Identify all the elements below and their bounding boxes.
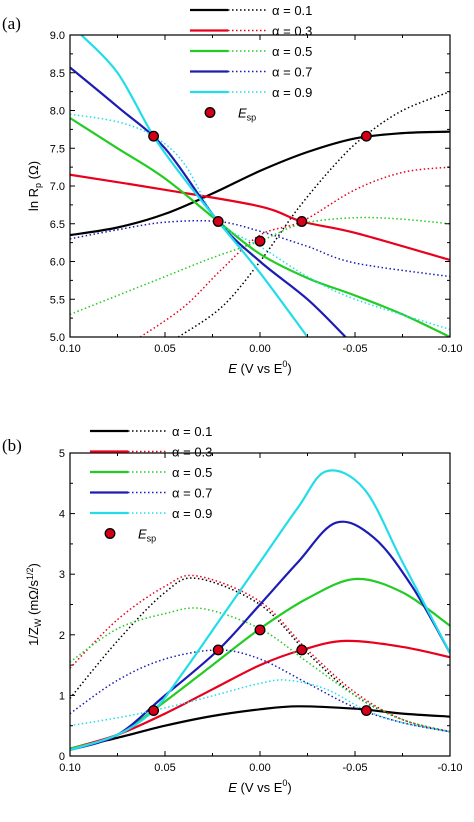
y-tick-label: 5 — [59, 448, 65, 460]
x-axis-label-sup: 0 — [282, 778, 287, 788]
legend-marker-entry: Esp — [138, 527, 156, 544]
esp-marker-4 — [360, 705, 372, 717]
esp-marker-4 — [360, 130, 372, 142]
series-3-dotted-line — [70, 649, 450, 733]
legend-entry-2: α = 0.5 — [172, 465, 212, 480]
legend-entry-0: α = 0.1 — [172, 424, 212, 439]
y-tick-label: 8.5 — [50, 68, 65, 80]
x-tick-label: -0.10 — [437, 343, 462, 355]
x-axis-label-text: (V vs E — [237, 780, 283, 795]
esp-marker-2 — [254, 235, 266, 247]
legend-entry-0: α = 0.1 — [272, 3, 312, 18]
y-axis-label-end: ) — [26, 563, 41, 567]
series-4-solid-line — [70, 469, 450, 751]
x-axis-label: E (V vs E0) — [228, 359, 292, 376]
y-axis-label-sup: 1/2 — [25, 567, 35, 580]
y-axis-label-sub: W — [33, 618, 43, 627]
esp-marker-3 — [296, 216, 308, 227]
y-axis-label-sub: p — [33, 183, 43, 188]
plot-area — [70, 469, 450, 751]
series-2-dotted-line — [70, 216, 450, 316]
y-axis-label: ln Rp (Ω) — [26, 161, 43, 211]
legend-entry-2: α = 0.5 — [272, 44, 312, 59]
series-0-dotted-line — [177, 90, 450, 337]
legend-marker-sub: sp — [247, 113, 257, 123]
legend-marker-entry: Esp — [238, 106, 256, 123]
legend-marker-swatch — [204, 107, 216, 118]
x-axis-label-sup: 0 — [282, 359, 287, 369]
series-4-dotted-line — [70, 679, 450, 733]
esp-marker-3 — [296, 644, 308, 656]
series-2-dotted-line — [70, 607, 450, 733]
series-1-solid-line — [70, 639, 450, 750]
y-axis-label-unit: (mΩ/s — [26, 579, 41, 618]
legend-entry-1: α = 0.3 — [272, 24, 312, 39]
panel-label: (b) — [2, 436, 22, 455]
y-tick-label: 6.5 — [50, 219, 65, 231]
y-axis-label: 1/ZW (mΩ/s1/2) — [25, 563, 43, 646]
x-tick-label: -0.10 — [437, 762, 462, 774]
y-tick-label: 7.0 — [50, 181, 65, 193]
y-tick-label: 4 — [59, 509, 65, 521]
y-tick-label: 5.5 — [50, 294, 65, 306]
plot-area — [70, 35, 450, 337]
y-tick-label: 6.0 — [50, 257, 65, 269]
y-tick-label: 5.0 — [50, 332, 65, 344]
y-axis-label-main: ln R — [26, 188, 41, 211]
legend-marker-var: E — [238, 106, 247, 121]
x-axis-label-end: ) — [287, 361, 291, 376]
esp-marker-0 — [148, 130, 160, 142]
y-tick-label: 0 — [59, 751, 65, 763]
y-tick-label: 8.0 — [50, 106, 65, 118]
y-tick-label: 3 — [59, 569, 65, 581]
series-0-solid-line — [70, 705, 450, 750]
legend: α = 0.1 α = 0.3 α = 0.5 α = 0.7 α = 0.9 Esp — [90, 424, 212, 544]
legend-entry-4: α = 0.9 — [272, 85, 312, 100]
legend-entry-3: α = 0.7 — [272, 65, 312, 80]
x-tick-label: -0.05 — [342, 343, 367, 355]
esp-marker-1 — [212, 216, 224, 227]
y-tick-label: 7.5 — [50, 143, 65, 155]
legend-marker-var: E — [138, 527, 147, 542]
y-tick-label: 2 — [59, 630, 65, 642]
series-3-solid-line — [70, 520, 450, 751]
panel-label: (a) — [2, 14, 21, 33]
y-axis-label-main: 1/Z — [26, 627, 41, 646]
legend-entry-1: α = 0.3 — [172, 445, 212, 460]
y-axis-label-unit: (Ω) — [26, 161, 41, 183]
x-axis-label-text: (V vs E — [237, 361, 283, 376]
y-tick-label: 9.0 — [50, 30, 65, 42]
panel-a: 0.10 0.05 0.00 -0.05 -0.10 5.0 5.5 6.0 6.5 7.0 7.5… — [2, 3, 463, 376]
x-tick-label: 0.05 — [154, 762, 175, 774]
x-tick-label: 0.05 — [154, 343, 175, 355]
esp-marker-1 — [212, 644, 224, 656]
series-3-dotted-line — [70, 219, 450, 278]
series-1-dotted-line — [70, 574, 450, 733]
y-tick-label: 1 — [59, 690, 65, 702]
x-tick-label: 0.00 — [249, 343, 270, 355]
series-4-dotted-line — [70, 113, 450, 331]
esp-marker-2 — [254, 624, 266, 636]
x-tick-label: 0.10 — [59, 762, 80, 774]
x-axis-label-var: E — [228, 361, 237, 376]
legend-entry-3: α = 0.7 — [172, 486, 212, 501]
x-tick-label: -0.05 — [342, 762, 367, 774]
x-axis-label-end: ) — [287, 780, 291, 795]
legend: α = 0.1 α = 0.3 α = 0.5 α = 0.7 α = 0.9 Esp — [190, 3, 312, 123]
x-axis-label-var: E — [228, 780, 237, 795]
x-tick-label: 0.00 — [249, 762, 270, 774]
legend-marker-swatch — [104, 528, 116, 539]
esp-marker-0 — [148, 705, 160, 717]
series-4-solid-line — [80, 35, 309, 337]
series-0-solid-line — [70, 130, 450, 237]
legend-entry-4: α = 0.9 — [172, 506, 212, 521]
series-1-solid-line — [70, 173, 450, 262]
x-tick-label: 0.10 — [59, 343, 80, 355]
legend-marker-sub: sp — [147, 534, 157, 544]
x-axis-label: E (V vs E0) — [228, 778, 292, 795]
series-2-solid-line — [70, 117, 450, 337]
